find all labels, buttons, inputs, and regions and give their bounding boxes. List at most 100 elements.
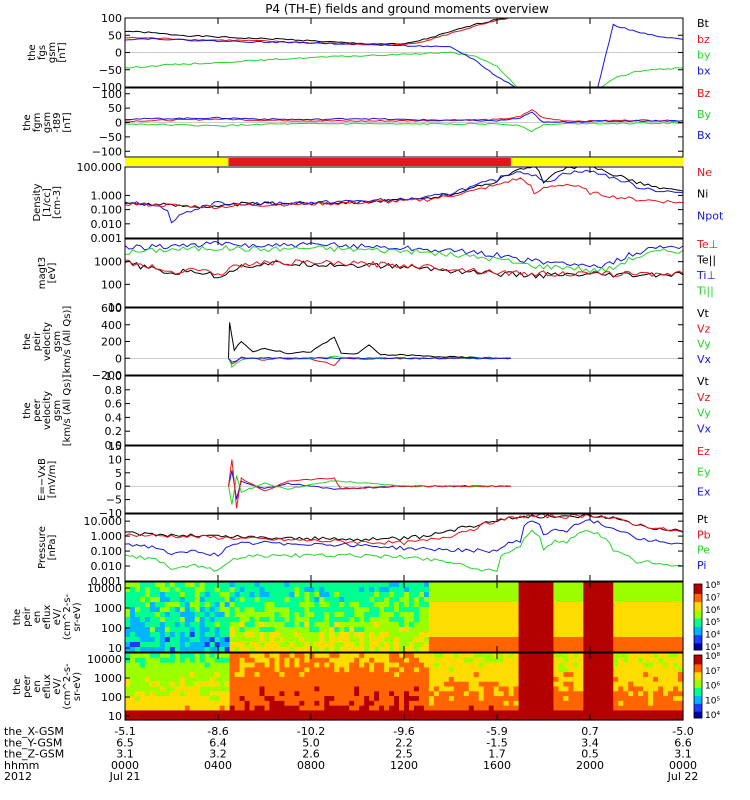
spectrogram-cell xyxy=(473,582,480,588)
spectrogram-cell xyxy=(309,691,315,697)
spectrogram-cell xyxy=(349,691,355,697)
spectrogram-cell xyxy=(523,657,530,664)
x-table-cell: 0400 xyxy=(204,759,232,772)
spectrogram-cell xyxy=(563,597,570,603)
y-tick-label: 600 xyxy=(101,302,122,315)
series-Bt xyxy=(125,18,508,45)
spectrogram-cell xyxy=(324,662,330,668)
spectrogram-cell xyxy=(154,622,161,628)
y-tick-label: 200 xyxy=(101,336,122,349)
spectrogram-cell xyxy=(633,715,639,721)
spectrogram-cell xyxy=(458,715,465,721)
spectrogram-cell xyxy=(329,662,335,668)
spectrogram-cell xyxy=(394,622,400,628)
spectrogram-cell xyxy=(394,657,400,664)
colorbar-segment xyxy=(694,684,702,687)
spectrogram-cell xyxy=(144,612,151,618)
colorbar-segment xyxy=(694,645,702,648)
spectrogram-cell xyxy=(633,642,639,648)
spectrogram-cell xyxy=(653,657,659,664)
spectrogram-cell xyxy=(309,602,315,608)
spectrogram-cell xyxy=(319,715,325,721)
spectrogram-cell xyxy=(349,667,355,673)
spectrogram-cell xyxy=(598,597,604,603)
spectrogram-cell xyxy=(294,662,300,668)
spectrogram-cell xyxy=(379,602,385,608)
spectrogram-cell xyxy=(673,612,679,618)
spectrogram-cell xyxy=(418,672,425,678)
spectrogram-cell xyxy=(573,667,579,673)
spectrogram-cell xyxy=(334,617,340,623)
colorbar-segment xyxy=(694,588,702,592)
spectrogram-cell xyxy=(349,627,355,633)
spectrogram-cell xyxy=(443,647,450,653)
colorbar-tick-label: 10⁴ xyxy=(705,631,720,641)
spectrogram-cell xyxy=(613,653,619,659)
spectrogram-cell xyxy=(199,710,206,716)
spectrogram-cell xyxy=(568,710,574,716)
spectrogram-cell xyxy=(673,696,679,702)
spectrogram-cell xyxy=(578,622,584,628)
spectrogram-cell xyxy=(533,696,540,702)
spectrogram-cell xyxy=(633,592,639,598)
spectrogram-cell xyxy=(125,602,131,608)
spectrogram-cell xyxy=(448,592,455,598)
spectrogram-cell xyxy=(359,632,365,638)
spectrogram-cell xyxy=(663,686,669,692)
spectrogram-cell xyxy=(513,686,520,692)
spectrogram-cell xyxy=(498,657,505,664)
spectrogram-cell xyxy=(633,627,639,633)
spectrogram-cell xyxy=(204,592,211,598)
colorbar-segment xyxy=(694,669,702,672)
spectrogram-cell xyxy=(209,691,216,697)
spectrogram-cell xyxy=(583,710,589,716)
spectrogram-cell xyxy=(369,657,375,664)
legend-entry: bx xyxy=(697,64,711,77)
spectrogram-cell xyxy=(404,617,410,623)
spectrogram-cell xyxy=(125,632,131,638)
spectrogram-cell xyxy=(528,696,535,702)
spectrogram-cell xyxy=(144,627,151,633)
spectrogram-cell xyxy=(314,587,320,593)
spectrogram-cell xyxy=(379,597,385,603)
spectrogram-cell xyxy=(638,602,644,608)
spectrogram-cell xyxy=(144,632,151,638)
spectrogram-cell xyxy=(189,681,196,688)
spectrogram-cell xyxy=(543,710,550,716)
spectrogram-cell xyxy=(468,612,475,618)
spectrogram-cell xyxy=(174,672,181,678)
spectrogram-cell xyxy=(513,622,520,628)
spectrogram-cell xyxy=(633,653,639,659)
spectrogram-cell xyxy=(284,700,291,707)
spectrogram-cell xyxy=(269,700,276,707)
spectrogram-cell xyxy=(354,602,360,608)
spectrogram-cell xyxy=(279,691,286,697)
spectrogram-cell xyxy=(189,607,196,613)
x-table-cell: -8.6 xyxy=(207,725,228,738)
spectrogram-cell xyxy=(613,602,619,608)
spectrogram-cell xyxy=(618,587,624,593)
spectrogram-cell xyxy=(468,700,475,707)
spectrogram-cell xyxy=(159,676,166,683)
spectrogram-cell xyxy=(224,637,231,643)
spectrogram-cell xyxy=(359,696,365,702)
spectrogram-cell xyxy=(274,592,281,598)
colorbar-segment xyxy=(694,689,702,692)
spectrogram-cell xyxy=(613,612,619,618)
spectrogram-cell xyxy=(309,592,315,598)
spectrogram-cell xyxy=(364,622,370,628)
spectrogram-cell xyxy=(219,653,226,659)
spectrogram-cell xyxy=(643,705,649,712)
spectrogram-cell xyxy=(269,627,276,633)
spectrogram-cell xyxy=(588,622,594,628)
spectrogram-cell xyxy=(518,657,525,664)
spectrogram-cell xyxy=(314,642,320,648)
y-tick-label: 100 xyxy=(101,691,122,704)
spectrogram-cell xyxy=(134,642,141,648)
spectrogram-cell xyxy=(568,602,574,608)
spectrogram-cell xyxy=(269,597,276,603)
spectrogram-cell xyxy=(339,597,345,603)
spectrogram-cell xyxy=(359,597,365,603)
spectrogram-cell xyxy=(478,622,485,628)
spectrogram-cell xyxy=(608,607,614,613)
